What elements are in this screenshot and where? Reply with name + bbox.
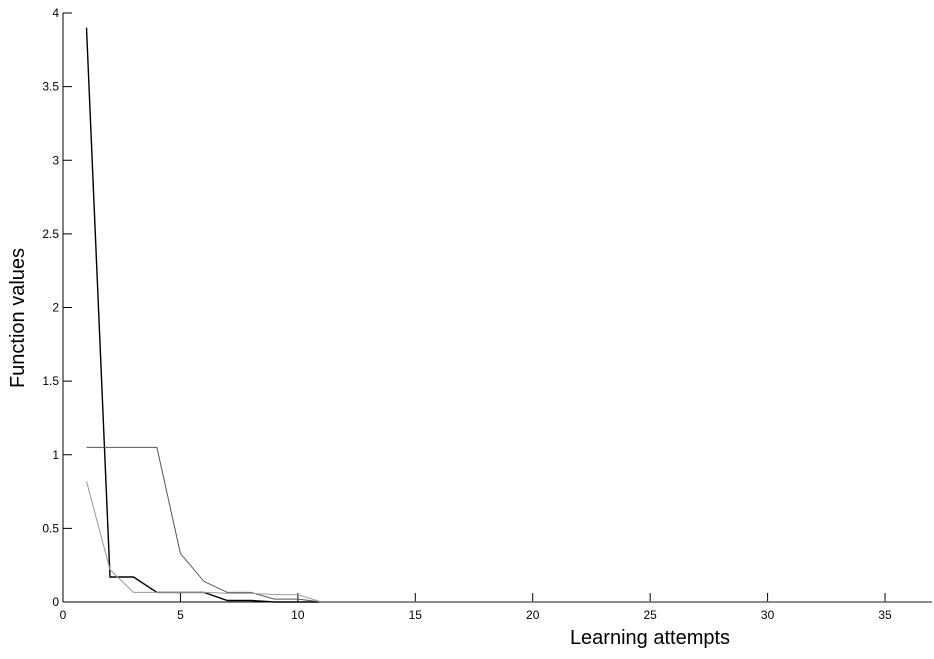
x-axis-ticks: 0 5 10 15 20 25 30 35 xyxy=(60,593,892,622)
y-tick-label: 0.5 xyxy=(42,521,59,535)
y-axis-ticks: 0 0.5 1 1.5 2 2.5 3 3.5 4 xyxy=(42,6,72,609)
x-tick-label: 25 xyxy=(643,608,657,622)
y-tick-label: 1 xyxy=(52,448,59,462)
y-tick-label: 3 xyxy=(52,153,59,167)
x-tick-label: 35 xyxy=(878,608,892,622)
series-lines xyxy=(85,27,932,603)
x-tick-label: 5 xyxy=(177,608,184,622)
x-tick-label: 15 xyxy=(409,608,423,622)
y-tick-label: 1.5 xyxy=(42,374,59,388)
x-tick-label: 20 xyxy=(526,608,540,622)
y-tick-label: 3.5 xyxy=(42,80,59,94)
y-axis-label: Function values xyxy=(7,248,29,388)
x-tick-label: 0 xyxy=(60,608,67,622)
x-tick-label: 30 xyxy=(761,608,775,622)
x-axis-label: Learning attempts xyxy=(570,627,730,649)
x-tick-label: 10 xyxy=(291,608,305,622)
series-line-1 xyxy=(85,27,932,603)
plot-area: 0 5 10 15 20 25 30 35 0 0.5 1 1.5 2 2.5 3 3.5 4 xyxy=(42,6,932,622)
y-tick-label: 0 xyxy=(52,595,59,609)
series-line-2 xyxy=(86,446,932,603)
y-tick-label: 2 xyxy=(52,301,59,315)
y-tick-label: 2.5 xyxy=(42,227,59,241)
series-line-3 xyxy=(86,481,932,603)
y-tick-label: 4 xyxy=(52,6,59,20)
